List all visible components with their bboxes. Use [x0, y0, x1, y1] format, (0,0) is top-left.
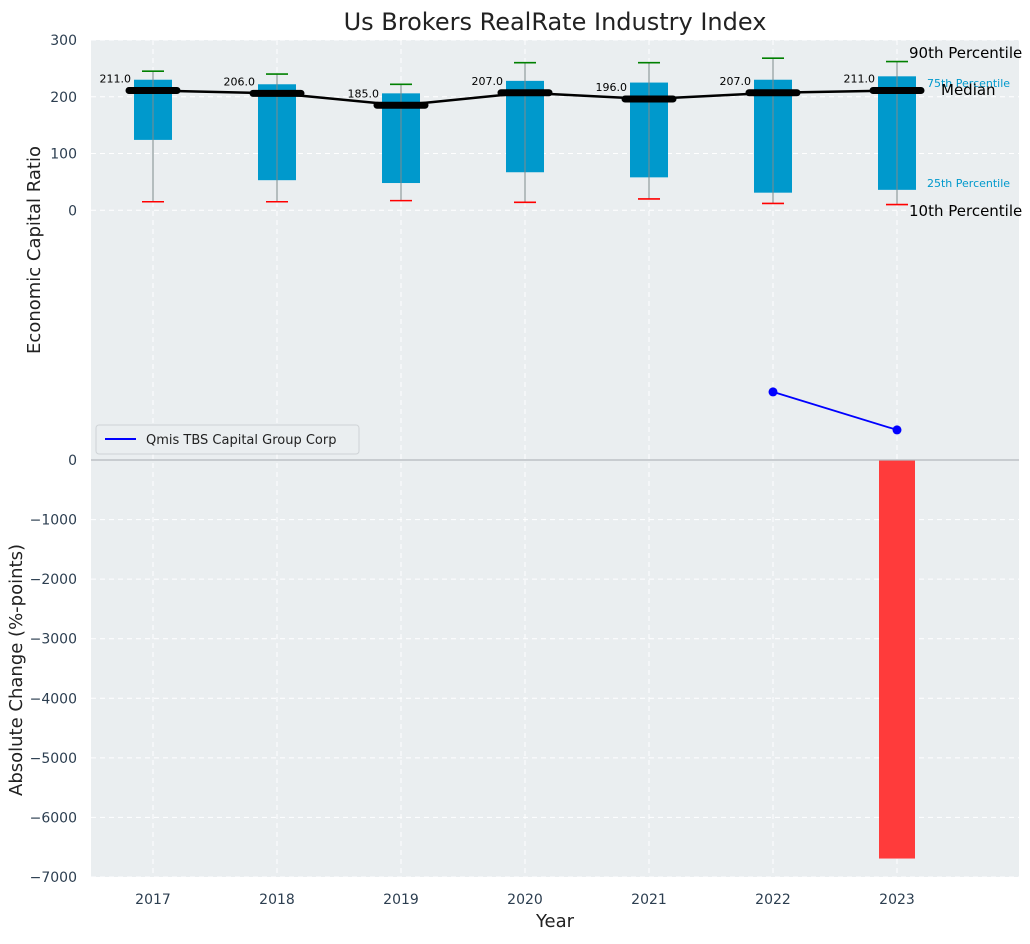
- median-layer: 211.0 206.0 185.0 207.0 196.0 207.0 211.0: [100, 73, 925, 109]
- x-tick-label: 2017: [135, 892, 171, 908]
- bar-layer: [879, 460, 915, 859]
- top-y-tick-label: 100: [50, 147, 77, 163]
- bottom-plot-area: [91, 460, 1019, 877]
- median-value-label: 211.0: [100, 73, 132, 86]
- annotation-median: Median: [941, 81, 996, 99]
- median-value-label: 207.0: [720, 75, 752, 88]
- company-series-point: [768, 387, 778, 397]
- x-tick-label: 2019: [383, 892, 419, 908]
- top-y-tick-label: 200: [50, 90, 77, 106]
- median-value-label: 196.0: [596, 81, 628, 94]
- bottom-y-tick-label: 0: [68, 453, 77, 469]
- bottom-y-tick-label: −4000: [30, 691, 77, 707]
- median-value-label: 185.0: [348, 87, 380, 100]
- company-series-line: [772, 391, 898, 431]
- bottom-y-tick-label: −7000: [30, 870, 77, 886]
- axis-layer: 0 100 200 300 0 −1000 −2000 −3000 −4000 −5000 −600…: [30, 33, 915, 908]
- x-tick-label: 2018: [259, 892, 295, 908]
- x-tick-label: 2021: [631, 892, 667, 908]
- median-value-label: 207.0: [472, 75, 504, 88]
- absolute-change-bar: [879, 460, 915, 859]
- top-y-tick-label: 300: [50, 33, 77, 49]
- median-value-label: 211.0: [844, 73, 876, 86]
- company-series-point: [892, 425, 902, 435]
- top-y-axis-label: Economic Capital Ratio: [24, 146, 45, 354]
- box-layer: [134, 57, 916, 206]
- legend: Qmis TBS Capital Group Corp: [95, 424, 360, 455]
- annotation-p25: 25th Percentile: [927, 177, 1010, 190]
- bottom-y-tick-label: −6000: [30, 810, 77, 826]
- company-layer: [768, 387, 902, 435]
- bottom-y-tick-label: −1000: [30, 513, 77, 529]
- top-y-tick-label: 0: [68, 203, 77, 219]
- legend-label: Qmis TBS Capital Group Corp: [146, 433, 336, 448]
- bottom-y-tick-label: −3000: [30, 632, 77, 648]
- chart-title: Us Brokers RealRate Industry Index: [344, 8, 767, 36]
- bottom-y-tick-label: −5000: [30, 751, 77, 767]
- x-axis-label: Year: [535, 911, 575, 932]
- bottom-y-axis-label: Absolute Change (%-points): [6, 544, 27, 796]
- x-tick-label: 2022: [755, 892, 791, 908]
- annotation-p90: 90th Percentile: [909, 44, 1022, 62]
- bottom-y-tick-label: −2000: [30, 572, 77, 588]
- x-tick-label: 2020: [507, 892, 543, 908]
- legend-box: [95, 424, 360, 455]
- annotation-p10: 10th Percentile: [909, 202, 1022, 220]
- median-value-label: 206.0: [224, 75, 256, 88]
- top-plot-area: [91, 40, 1019, 460]
- x-tick-label: 2023: [879, 892, 915, 908]
- annotation-p75: 75th Percentile: [927, 77, 1010, 90]
